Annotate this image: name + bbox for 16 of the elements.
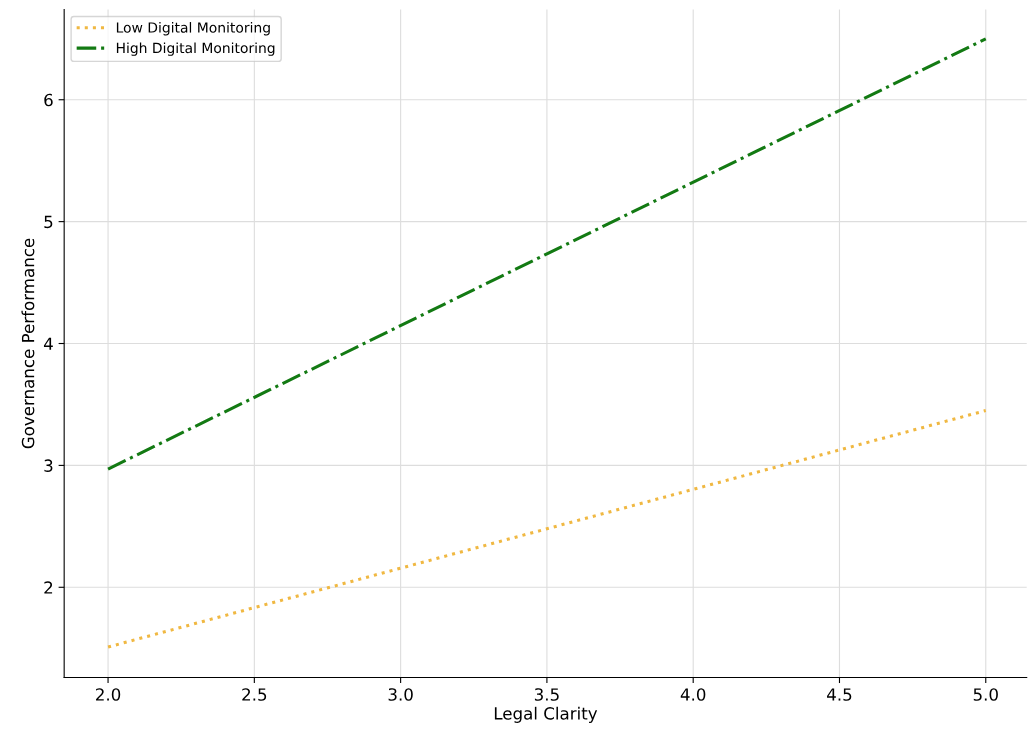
x-tick-label: 4.0 (680, 688, 706, 701)
legend-label: Low Digital Monitoring (116, 22, 270, 36)
x-axis-title: Legal Clarity (494, 706, 598, 723)
y-tick-label: 5 (44, 215, 53, 229)
legend-label: High Digital Monitoring (116, 42, 275, 56)
x-tick-label: 2.5 (242, 688, 267, 701)
x-tick-label: 2.0 (96, 688, 121, 701)
x-tick-label: 3.5 (534, 688, 559, 701)
x-tick-label: 4.5 (827, 688, 852, 701)
y-tick-label: 6 (44, 93, 53, 107)
x-tick-label: 5.0 (973, 688, 998, 701)
y-tick-label: 3 (44, 459, 53, 472)
y-tick-label: 4 (43, 337, 53, 350)
y-tick-label: 2 (44, 581, 53, 594)
x-tick-label: 3.0 (388, 688, 413, 701)
y-axis-title: Governance Performance (21, 238, 35, 449)
